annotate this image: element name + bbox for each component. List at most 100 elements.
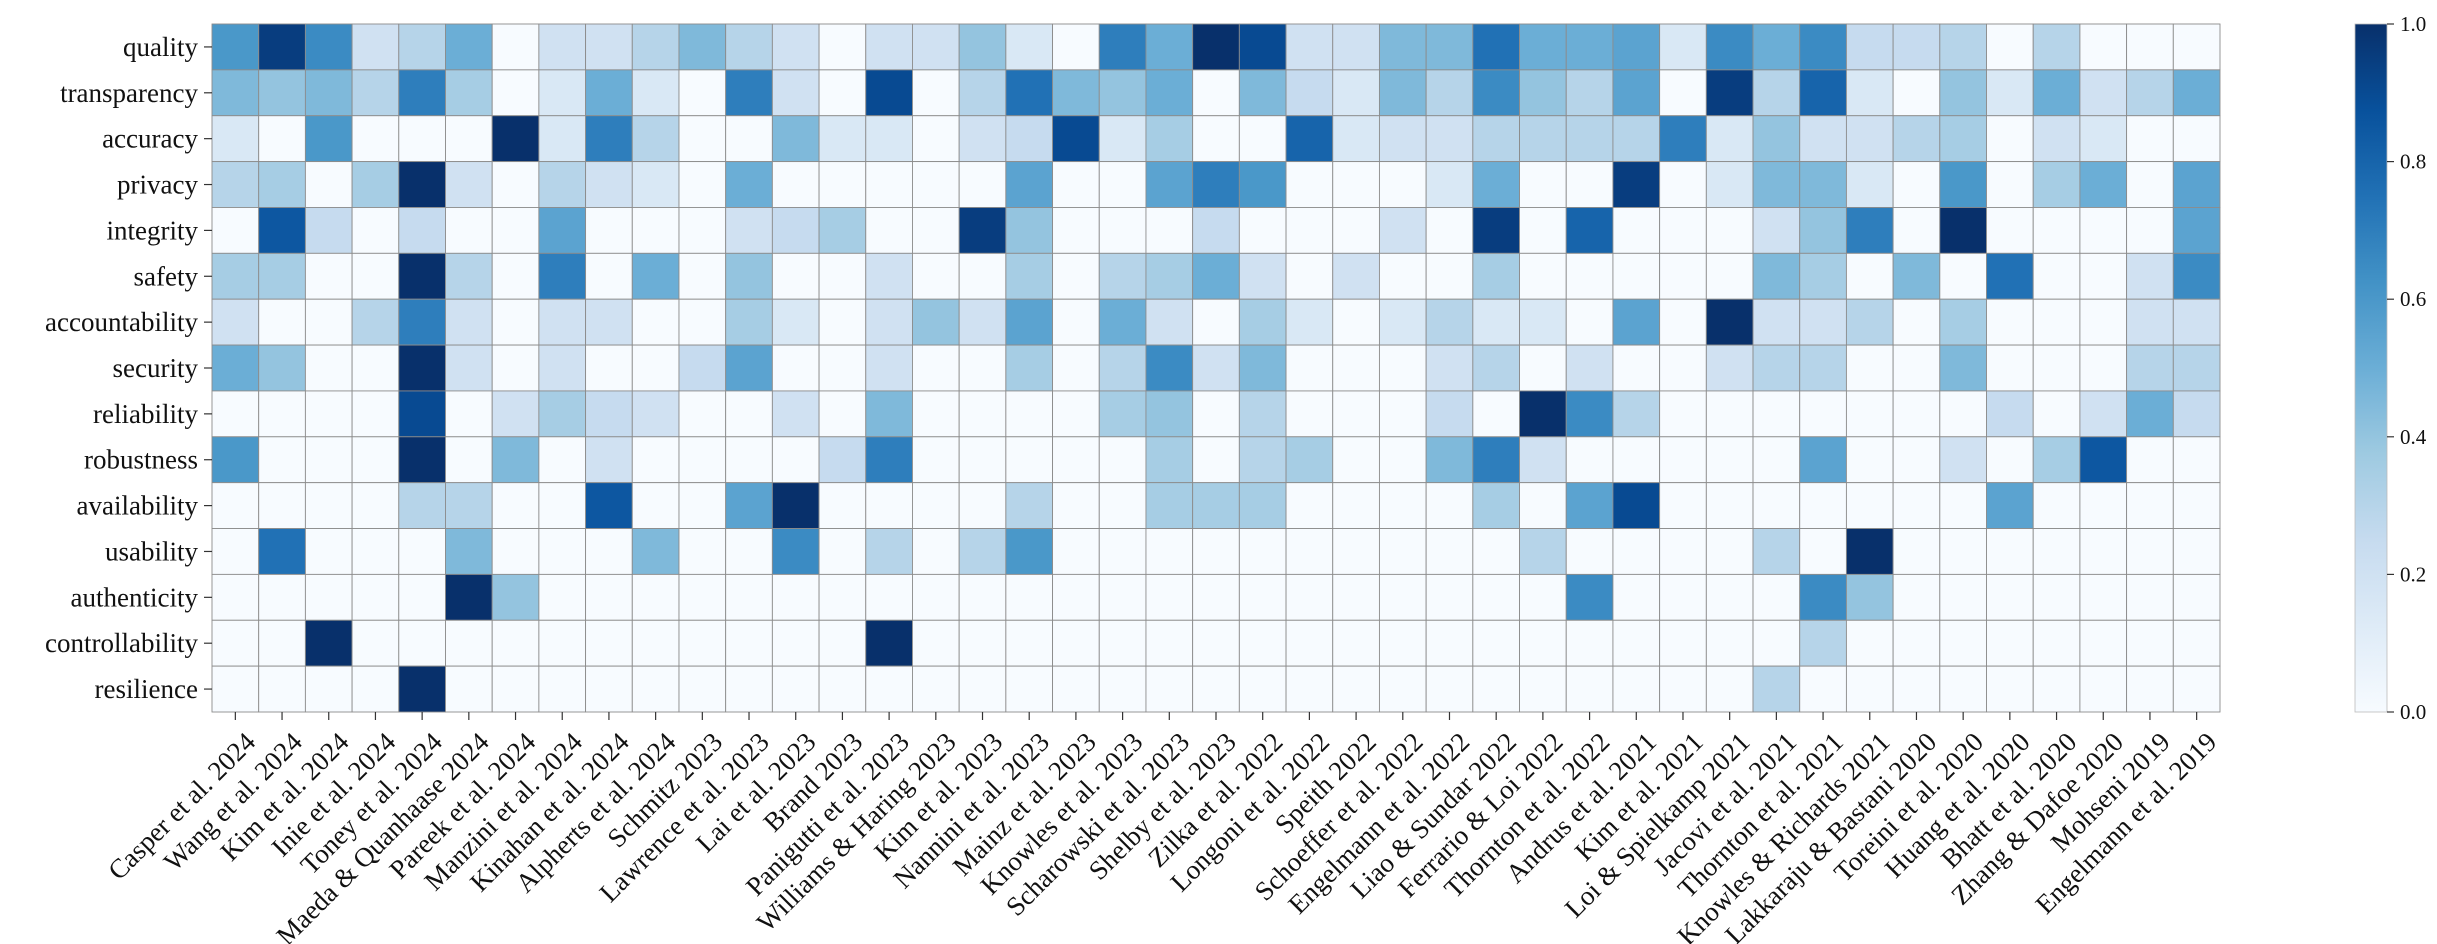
heatmap-cell [1332,390,1380,438]
heatmap-cell [1192,69,1240,117]
heatmap-cell [912,161,960,208]
heatmap-cell [211,161,260,208]
heatmap-cell [818,115,867,163]
heatmap-cell [398,298,446,346]
heatmap-cell [1986,207,2034,254]
heatmap-cell [1939,528,1987,575]
heatmap-cell [1098,619,1147,667]
heatmap-cell [771,528,820,575]
heatmap-cell [1659,298,1707,346]
heatmap-cell [2079,115,2128,163]
heatmap-cell [304,390,353,438]
heatmap-cell [1425,344,1474,392]
heatmap-cell [1612,619,1661,667]
heatmap-cell [2172,161,2221,208]
heatmap-cell [1799,207,1847,254]
heatmap-cell [1799,436,1847,484]
heatmap-cell [1565,115,1614,163]
heatmap-cell [1005,23,1054,71]
heatmap-cell [1378,115,1427,163]
heatmap-cell [2126,528,2174,575]
heatmap-cell [1892,619,1941,667]
heatmap-cell [258,528,306,575]
heatmap-cell [1285,161,1334,208]
heatmap-cell [725,298,773,346]
heatmap-cell [585,619,633,667]
heatmap-cell [258,390,306,438]
heatmap-cell [631,390,680,438]
heatmap-cell [1332,573,1380,621]
heatmap-cell [2032,161,2081,208]
heatmap-cell [818,436,867,484]
heatmap-cell [631,482,680,529]
heatmap-cell [304,436,353,484]
heatmap-cell [585,390,633,438]
heatmap-cell [304,573,353,621]
heatmap-cell [1845,298,1894,346]
heatmap-cell [1939,23,1987,71]
heatmap-cell [725,665,773,713]
heatmap-cell [631,252,680,300]
heatmap-cell [2079,573,2128,621]
heatmap-cell [1752,573,1801,621]
heatmap-cell [1052,619,1100,667]
heatmap-cell [1098,344,1147,392]
heatmap-cell [1332,115,1380,163]
heatmap-cell [211,573,260,621]
heatmap-cell [1378,619,1427,667]
heatmap-cell [445,390,493,438]
heatmap-cell [1052,161,1100,208]
row-label: quality [123,32,198,62]
heatmap-cell [1752,482,1801,529]
heatmap-cell [398,573,446,621]
heatmap-cell [1565,23,1614,71]
heatmap-cell [865,207,913,254]
heatmap-cell [2032,390,2081,438]
heatmap-cell [258,23,306,71]
heatmap-cell [1098,436,1147,484]
heatmap-cell [678,23,727,71]
heatmap-cell [1332,344,1380,392]
heatmap-cell [958,482,1007,529]
heatmap-cell [1939,115,1987,163]
heatmap-cell [445,252,493,300]
heatmap-cell [1612,436,1661,484]
heatmap-cell [1238,344,1287,392]
heatmap-cell [818,390,867,438]
heatmap-cell [958,665,1007,713]
heatmap-cell [1986,115,2034,163]
heatmap-cell [445,69,493,117]
colorbar-tick-label: 0.0 [2400,700,2426,724]
row-label: robustness [84,445,198,475]
heatmap-cell [631,115,680,163]
heatmap-cell [1519,482,1567,529]
heatmap-cell [1892,298,1941,346]
colorbar-tick-label: 0.8 [2400,150,2426,174]
heatmap-cell [1238,252,1287,300]
heatmap-cell [2032,252,2081,300]
heatmap-cell [491,619,540,667]
heatmap-cell [538,207,587,254]
heatmap-cell [1005,436,1054,484]
heatmap-cell [2032,619,2081,667]
heatmap-cell [1472,482,1520,529]
heatmap-cell [1892,161,1941,208]
heatmap-cell [1098,115,1147,163]
heatmap-cell [398,482,446,529]
heatmap-cell [1472,344,1520,392]
heatmap-cell [1752,528,1801,575]
heatmap-cell [2079,207,2128,254]
heatmap-cell [1005,390,1054,438]
heatmap-cell [1052,115,1100,163]
heatmap-cell [2032,665,2081,713]
heatmap-cell [1799,573,1847,621]
heatmap-cell [538,390,587,438]
heatmap-cell [1238,390,1287,438]
heatmap-cell [1332,23,1380,71]
heatmap-cell [1799,528,1847,575]
heatmap-cell [1238,23,1287,71]
heatmap-cell [2032,436,2081,484]
heatmap-cell [1565,619,1614,667]
heatmap-cell [1005,573,1054,621]
